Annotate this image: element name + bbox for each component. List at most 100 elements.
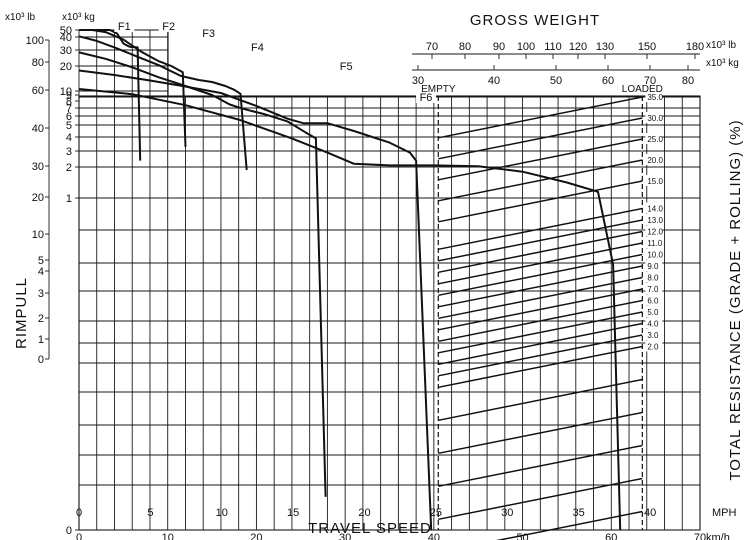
gw-lb-tick-label: 90 (493, 41, 505, 53)
resistance-line-13 (438, 219, 643, 262)
resistance-line-5 (438, 311, 643, 354)
gw-kg-tick-label: 50 (550, 75, 562, 87)
kg-tick-label: 30 (60, 45, 72, 57)
lb-tick-label: 4 (38, 266, 44, 278)
resistance-line-20 (438, 159, 643, 202)
resistance-label: 13.0 (647, 216, 663, 225)
mph-tick-label: 40 (644, 507, 656, 519)
resistance-label: 3.0 (647, 331, 659, 340)
plot-frame (78, 95, 701, 531)
lb-tick-label: 0 (38, 354, 44, 366)
lb-tick-label: 5 (38, 255, 44, 267)
kg-unit-label: x10³ kg (62, 12, 95, 23)
resistance-label-bg (645, 154, 663, 165)
gw-lb-tick-label: 110 (544, 41, 562, 53)
curve-f4 (78, 51, 327, 497)
kg-tick-label: 9 (66, 90, 72, 102)
curve-f5 (78, 69, 433, 531)
resistance-label-bg (645, 214, 663, 225)
rimpull-curves (78, 18, 622, 531)
gw-lb-tick-label: 180 (686, 41, 704, 53)
resistance-line-low-1 (438, 378, 643, 422)
resistance-line-25 (438, 138, 643, 181)
gw-kg-tick-label: 70 (644, 75, 656, 87)
mph-tick-label: 15 (287, 507, 299, 519)
resistance-label-bg (645, 202, 663, 214)
kg-tick-label: 50 (60, 25, 72, 37)
resistance-label: 8.0 (647, 274, 659, 283)
mph-tick-label: 10 (216, 507, 228, 519)
gw-kg-tick-label: 80 (682, 75, 694, 87)
curve-label-bg (336, 57, 357, 72)
gw-kg-tick-label: 40 (488, 75, 500, 87)
curve-label-bg (415, 89, 436, 103)
kg-tick-label: 4 (66, 132, 72, 144)
gw-lb-unit: x10³ lb (706, 40, 736, 51)
resistance-label: 20.0 (647, 156, 663, 165)
kmh-tick-label: 60 (605, 532, 617, 540)
kg-tick-label: 5 (66, 120, 72, 132)
resistance-label-bg (645, 237, 663, 248)
gw-lb-tick-label: 100 (517, 41, 535, 53)
grid-layer (45, 29, 701, 531)
gw-kg-tick-label: 60 (602, 75, 614, 87)
resistance-label: 4.0 (647, 320, 659, 329)
kg-tick-label: 40 (60, 32, 72, 44)
gw-lb-tick-label: 80 (459, 41, 471, 53)
gw-lb-tick-label: 120 (569, 41, 587, 53)
kg-tick-label: 8 (66, 96, 72, 108)
curve-label-bg (198, 25, 219, 39)
curve-label-f2: F2 (162, 21, 175, 33)
kg-tick-label: 2 (66, 162, 72, 174)
gross-weight-title: GROSS WEIGHT (470, 12, 600, 29)
resistance-label-bg (645, 329, 663, 340)
lb-tick-label: 2 (38, 313, 44, 325)
resistance-label-bg (645, 271, 663, 283)
resistance-label: 7.0 (647, 285, 659, 294)
kmh-tick-label: 50 (516, 532, 528, 540)
gw-lb-tick-label: 150 (638, 41, 656, 53)
kg-tick-label: 20 (60, 61, 72, 73)
resistance-line-15 (438, 180, 643, 223)
resistance-line-low-3 (438, 444, 643, 488)
resistance-line-30 (438, 117, 643, 160)
resistance-label-bg (645, 317, 663, 329)
loaded-label: LOADED (622, 84, 663, 95)
resistance-label-bg (645, 340, 663, 352)
resistance-label: 10.0 (647, 251, 663, 260)
curve-f2 (79, 29, 187, 147)
resistance-line-low-4 (438, 477, 643, 521)
curve-label-f4: F4 (251, 42, 264, 54)
resistance-label-bg (645, 225, 663, 237)
curve-label-f5: F5 (340, 61, 353, 73)
lb-tick-label: 40 (32, 123, 44, 135)
resistance-label: 5.0 (647, 308, 659, 317)
curve-f6 (78, 88, 622, 531)
resistance-line-6 (438, 299, 643, 343)
curve-f3 (78, 35, 248, 171)
mph-unit-label: MPH (712, 507, 737, 519)
curve-label-f3: F3 (202, 28, 215, 40)
resistance-line-low-5 (496, 510, 643, 540)
curve-label-f1: F1 (118, 21, 131, 33)
resistance-label: 15.0 (647, 177, 663, 186)
resistance-label: 12.0 (647, 228, 663, 237)
mph-tick-label: 25 (430, 507, 442, 519)
lb-tick-label: 100 (26, 35, 44, 47)
lb-tick-label: 80 (32, 57, 44, 69)
kmh-tick-label: 30 (339, 532, 351, 540)
gw-kg-tick-label: 30 (412, 75, 424, 87)
mph-tick-label: 0 (76, 507, 82, 519)
gw-lb-tick-label: 70 (426, 41, 438, 53)
kg-tick-label: 10 (60, 86, 72, 98)
resistance-label-bg (645, 133, 663, 144)
resistance-label: 11.0 (647, 239, 663, 248)
resistance-line-4 (438, 322, 643, 366)
lb-tick-label: 60 (32, 85, 44, 97)
resistance-label: 6.0 (647, 297, 659, 306)
resistance-label-bg (645, 112, 663, 123)
resistance-label: 14.0 (647, 205, 663, 214)
kmh-tick-label: 0 (76, 532, 82, 540)
kg-tick-label: 6 (66, 111, 72, 123)
